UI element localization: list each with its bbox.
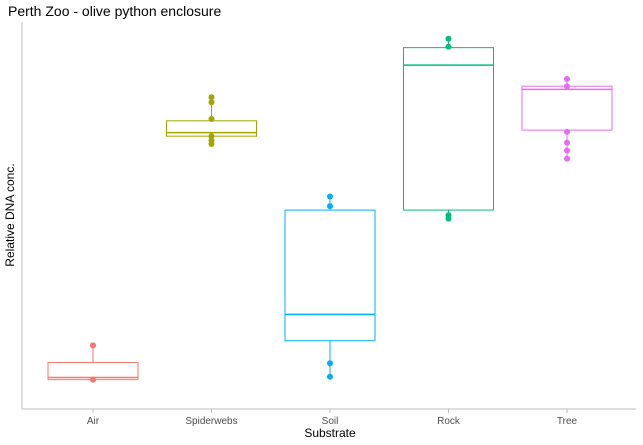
- data-point-spiderwebs-4: [208, 133, 215, 140]
- x-tick-label-tree: Tree: [557, 416, 578, 427]
- box-group-soil: [284, 193, 376, 380]
- x-tick-label-soil: Soil: [322, 416, 339, 427]
- data-point-rock-4: [445, 215, 452, 222]
- x-tick-label-spiderwebs: Spiderwebs: [185, 416, 237, 427]
- data-point-tree-5: [564, 147, 570, 154]
- data-point-tree-3: [564, 128, 570, 135]
- data-point-soil-4: [327, 373, 333, 380]
- box-group-rock: [403, 35, 494, 222]
- box-group-tree: [521, 76, 613, 162]
- box-group-spiderwebs: [166, 94, 257, 148]
- data-point-spiderwebs-2: [208, 99, 215, 106]
- data-point-soil-3: [327, 360, 333, 367]
- x-tick-label-air: Air: [87, 416, 100, 427]
- box-group-air: [47, 342, 139, 383]
- y-axis-title: Relative DNA conc.: [3, 163, 17, 266]
- data-point-tree-6: [564, 155, 570, 162]
- box-tree: [521, 85, 613, 131]
- data-point-tree-2: [564, 83, 570, 90]
- data-point-spiderwebs-6: [208, 141, 215, 148]
- plot-area: [47, 35, 613, 383]
- data-point-tree-1: [564, 76, 570, 83]
- data-point-rock-1: [445, 35, 452, 42]
- data-point-soil-2: [327, 203, 333, 210]
- x-axis-title: Substrate: [304, 426, 356, 440]
- box-rock: [403, 47, 494, 211]
- data-point-tree-4: [564, 139, 570, 146]
- data-point-soil-1: [327, 193, 333, 200]
- data-point-spiderwebs-3: [208, 116, 215, 123]
- data-point-spiderwebs-1: [208, 94, 215, 101]
- data-point-rock-2: [445, 43, 452, 50]
- box-soil: [284, 209, 376, 342]
- chart-title: Perth Zoo - olive python enclosure: [8, 3, 221, 19]
- x-tick-label-rock: Rock: [437, 416, 461, 427]
- data-point-air-1: [90, 342, 96, 349]
- data-point-air-2: [90, 376, 96, 383]
